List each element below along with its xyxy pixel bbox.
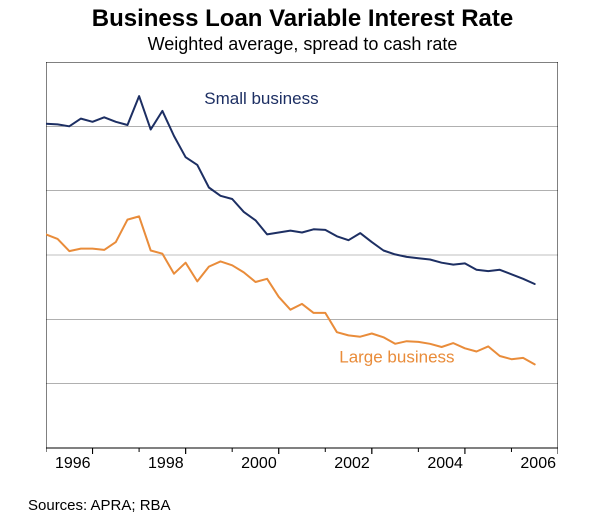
series-label-large_business: Large business	[339, 347, 454, 366]
series-small_business	[46, 96, 535, 284]
svg-text:2000: 2000	[241, 455, 277, 472]
chart-container: Business Loan Variable Interest Rate Wei…	[0, 0, 605, 520]
chart-title: Business Loan Variable Interest Rate	[0, 6, 605, 32]
svg-text:1998: 1998	[148, 455, 184, 472]
chart-sources: Sources: APRA; RBA	[28, 497, 171, 514]
svg-text:1996: 1996	[55, 455, 91, 472]
plot-area: 199619982000200220042006012345012345%%Sm…	[46, 62, 558, 472]
svg-text:2002: 2002	[334, 455, 370, 472]
series-label-small_business: Small business	[204, 89, 318, 108]
chart-subtitle: Weighted average, spread to cash rate	[0, 34, 605, 55]
plot-svg: 199619982000200220042006012345012345%%Sm…	[46, 62, 558, 472]
svg-text:2006: 2006	[520, 455, 556, 472]
svg-text:2004: 2004	[427, 455, 463, 472]
series-large_business	[46, 216, 535, 364]
